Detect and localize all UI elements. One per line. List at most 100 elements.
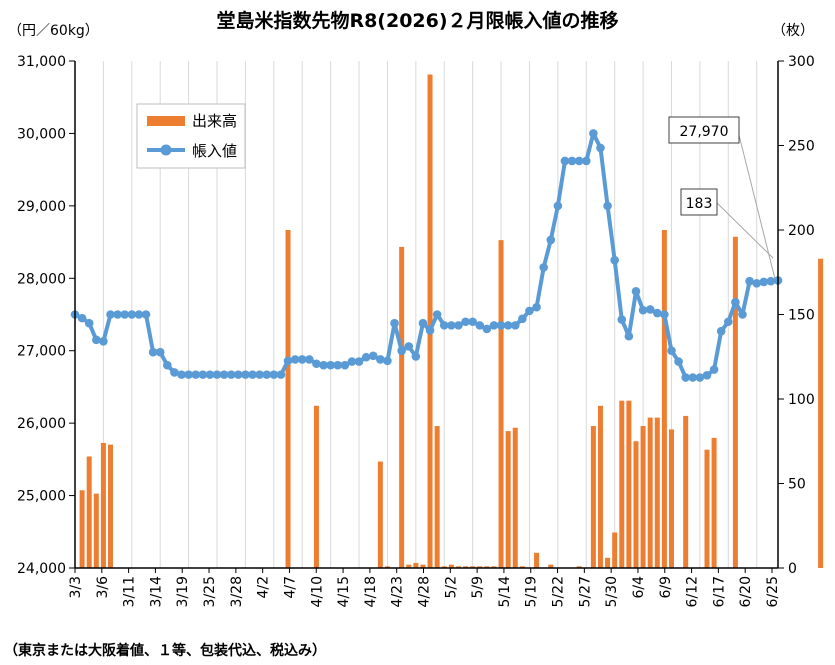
price-point [645,305,655,314]
price-point [99,336,108,346]
price-point [539,263,548,272]
price-point [155,347,165,357]
price-point [560,156,570,166]
right-tick-label: 50 [788,477,806,493]
price-point [752,279,761,288]
volume-bar [711,437,717,568]
x-axis-ticks: 3/3 3/6 3/11 3/14 3/19 3/25 3/28 4/2 4/7 4/10 4/15… [68,568,781,607]
price-point [716,326,726,336]
volume-bar [455,566,461,568]
price-point [84,318,94,328]
price-point [596,143,605,153]
price-point [106,310,115,319]
price-point [219,370,229,379]
volume-bar [108,444,114,568]
price-point [546,235,556,245]
price-point [475,321,485,330]
volume-bar [548,564,554,568]
x-tick-label: 5/30 [604,576,620,607]
price-point [418,318,428,328]
price-point [198,370,208,379]
legend-swatch-price-marker [160,144,172,156]
price-point [205,370,215,379]
left-tick-label: 27,000 [17,344,66,360]
left-tick-label: 28,000 [17,271,66,287]
price-point [688,373,698,382]
x-tick-label: 5/14 [497,576,513,608]
price-point [191,370,201,379]
volume-bar [420,564,426,568]
callout-price: 27,970 [668,116,776,280]
volume-bar [498,240,504,568]
price-point [766,276,776,286]
volume-bar [661,230,667,568]
price-point [454,321,463,330]
price-point [290,355,300,364]
chart-title: 堂島米指数先物R8(2026)２月限帳入値の推移 [216,10,619,32]
callout-price-text: 27,970 [680,124,729,140]
volume-bar [619,400,625,568]
volume-bar [683,415,689,568]
price-point [738,310,747,319]
volume-bar [654,417,660,568]
right-axis-ticks: 0 50 100 150 200 250 300 [778,54,815,577]
price-point [255,370,264,379]
price-point [652,308,662,318]
volume-bar [484,566,490,568]
price-point [468,317,477,327]
price-point [589,129,598,138]
x-tick-label: 5/9 [470,576,486,599]
price-point [326,360,335,370]
volume-bar [818,258,824,568]
price-point [361,352,371,362]
price-point [120,310,130,319]
price-point [759,277,769,287]
price-point [745,276,754,286]
volume-bar [605,557,611,568]
price-point [283,356,293,366]
callout-volume-leader [715,201,774,259]
volume-bar [590,426,596,568]
volume-bar [448,564,454,568]
price-point [269,370,279,379]
callout-volume: 183 [680,188,774,259]
price-point [234,370,243,379]
volume-bar [377,461,383,568]
x-tick-label: 4/28 [417,576,433,607]
x-tick-label: 3/6 [95,576,111,599]
price-point [177,370,186,379]
price-point [610,255,619,265]
volume-bar [704,449,710,568]
price-point [695,373,705,382]
left-tick-label: 31,000 [17,54,66,70]
volume-bar [463,566,469,568]
price-point [397,346,406,356]
price-point [333,360,343,370]
right-tick-label: 200 [788,223,815,239]
price-point [127,310,137,319]
price-point [226,370,236,379]
volume-bar [505,431,511,568]
x-tick-label: 4/7 [282,576,298,599]
price-point [674,357,683,366]
x-tick-label: 5/2 [443,576,459,599]
price-point [603,201,612,211]
price-point [340,360,350,370]
volume-bar [100,442,106,568]
price-point [638,305,648,315]
left-tick-label: 29,000 [17,199,66,215]
price-point [276,370,286,379]
price-point [212,370,222,379]
volume-bar [86,456,92,568]
x-tick-label: 6/9 [658,576,674,599]
price-point [248,370,257,379]
price-point [660,310,669,319]
price-point [667,346,676,356]
price-point [376,355,385,364]
volume-bar [427,74,433,569]
price-point [383,356,392,366]
left-tick-label: 25,000 [17,489,66,505]
x-tick-label: 6/17 [711,576,727,607]
right-tick-label: 300 [788,54,815,70]
